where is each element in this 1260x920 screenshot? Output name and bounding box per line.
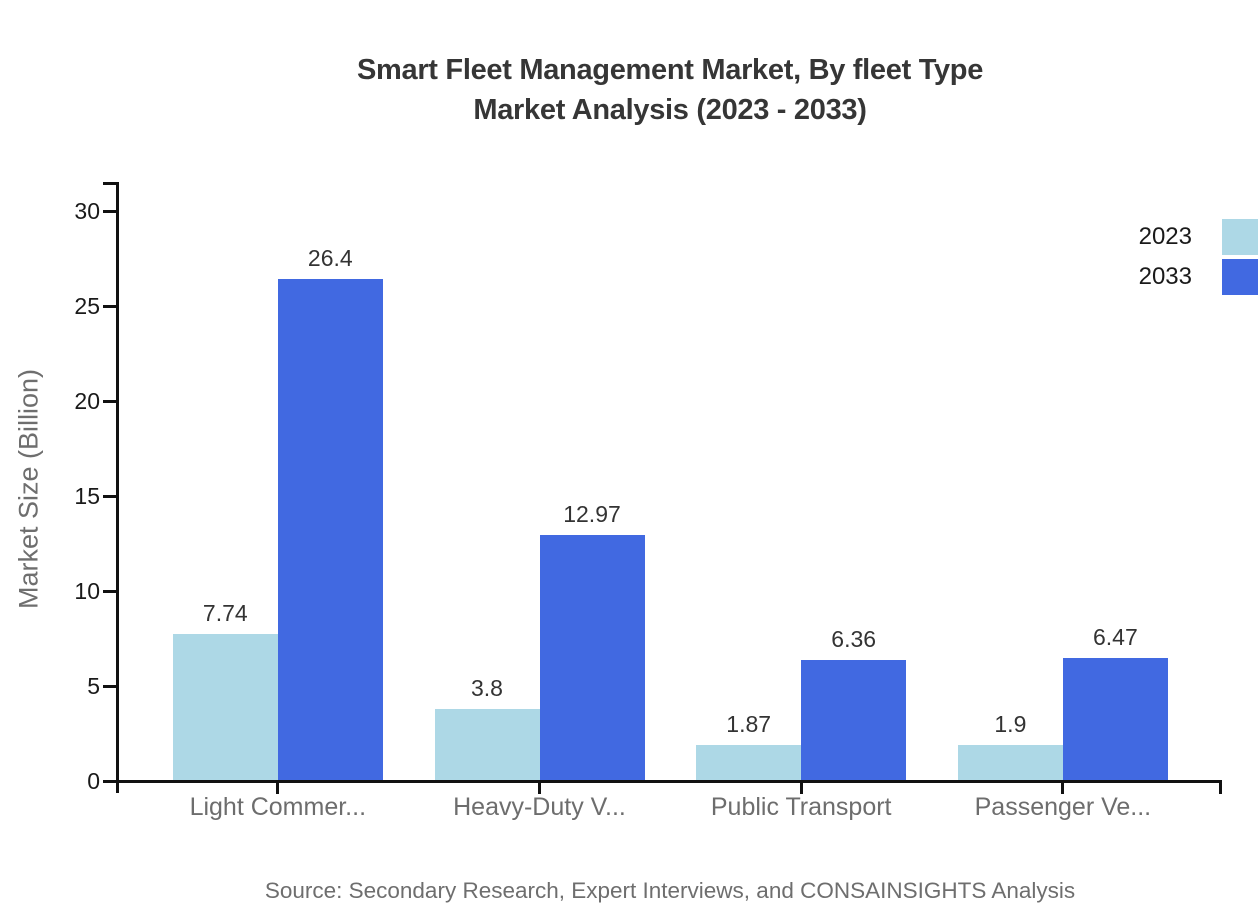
y-tick-label-5: 5 [87, 673, 100, 699]
y-tick-5 [103, 685, 116, 688]
value-label-2033-3: 6.36 [831, 626, 877, 653]
legend-label-2033: 2033 [1138, 263, 1192, 290]
value-label-2023-3: 1.87 [726, 711, 772, 738]
legend: 2023 2033 [1139, 219, 1258, 295]
x-tick-1 [276, 781, 280, 794]
chart-title: Smart Fleet Management Market, By fleet … [80, 50, 1260, 130]
value-label-2023-1: 7.74 [202, 599, 248, 626]
y-axis-endcap [103, 182, 116, 185]
x-category-label-3: Public Transport [710, 793, 892, 821]
legend-item-2033: 2033 [1139, 259, 1258, 295]
legend-swatch-2023 [1222, 219, 1258, 255]
bar-2033-4 [1062, 658, 1168, 781]
legend-label-2023: 2023 [1138, 223, 1192, 250]
value-label-2023-2: 3.8 [471, 674, 503, 701]
y-tick-0 [103, 780, 116, 783]
y-tick-label-25: 25 [74, 293, 100, 319]
x-tick-2 [538, 781, 541, 794]
y-tick-20 [103, 400, 116, 403]
chart-title-line2: Market Analysis (2023 - 2033) [473, 94, 867, 126]
value-label-2033-2: 12.97 [563, 500, 621, 527]
y-tick-label-30: 30 [74, 198, 100, 224]
bar-2023-4 [957, 744, 1063, 781]
y-tick-label-10: 10 [74, 578, 100, 604]
legend-item-2023: 2023 [1139, 219, 1258, 255]
x-tick-3 [799, 781, 803, 794]
x-axis-line [116, 780, 1222, 783]
y-tick-label-15: 15 [74, 483, 100, 509]
y-tick-label-20: 20 [74, 388, 100, 414]
legend-swatch-2033 [1222, 259, 1258, 295]
x-category-label-4: Passenger Ve... [974, 793, 1152, 821]
x-tick-4 [1061, 781, 1065, 794]
value-label-2023-4: 1.9 [994, 710, 1027, 737]
source-note: Source: Secondary Research, Expert Inter… [264, 878, 1076, 903]
bar-2033-1 [277, 279, 383, 781]
bar-2023-2 [434, 708, 540, 781]
y-tick-label-0: 0 [87, 768, 100, 794]
value-label-2033-4: 6.47 [1093, 624, 1138, 651]
x-category-label-2: Heavy-Duty V... [453, 793, 626, 821]
y-tick-15 [103, 495, 116, 498]
chart-title-line1: Smart Fleet Management Market, By fleet … [356, 54, 984, 86]
bar-2033-3 [801, 660, 907, 781]
value-label-2033-1: 26.4 [307, 245, 353, 272]
bar-2033-2 [539, 534, 645, 781]
y-axis-line [116, 182, 119, 793]
x-axis-endcap [1219, 781, 1222, 794]
y-tick-25 [103, 305, 116, 308]
bar-2023-3 [696, 745, 802, 781]
bar-2023-1 [172, 633, 278, 781]
x-category-label-1: Light Commer... [189, 793, 367, 821]
y-tick-10 [103, 590, 116, 593]
y-tick-30 [103, 210, 116, 213]
